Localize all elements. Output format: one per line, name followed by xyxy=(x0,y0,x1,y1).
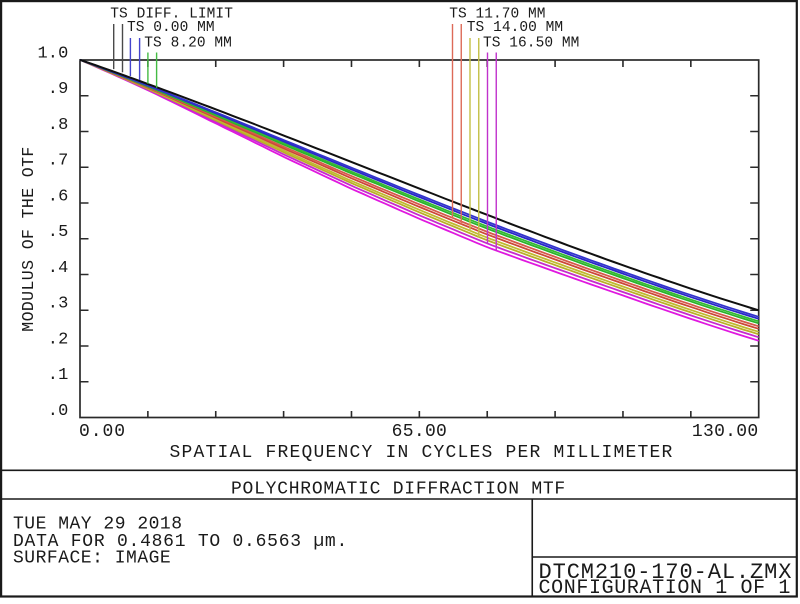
svg-text:130.00: 130.00 xyxy=(692,422,759,442)
svg-text:.3: .3 xyxy=(48,295,69,314)
svg-text:.6: .6 xyxy=(48,187,69,206)
svg-text:.1: .1 xyxy=(48,366,69,385)
svg-text:TS 0.00 MM: TS 0.00 MM xyxy=(127,20,215,36)
svg-text:0.00: 0.00 xyxy=(79,422,126,442)
svg-text:TS 8.20 MM: TS 8.20 MM xyxy=(144,36,232,52)
svg-text:.4: .4 xyxy=(48,259,69,278)
svg-text:MODULUS OF THE OTF: MODULUS OF THE OTF xyxy=(19,146,38,331)
svg-text:.5: .5 xyxy=(48,223,69,242)
svg-text:.9: .9 xyxy=(48,80,69,99)
svg-text:TS DIFF. LIMIT: TS DIFF. LIMIT xyxy=(110,6,233,22)
svg-text:SURFACE: IMAGE: SURFACE: IMAGE xyxy=(13,549,171,569)
svg-text:DTCM210-170-AL.ZMX: DTCM210-170-AL.ZMX xyxy=(539,560,793,585)
svg-text:TS 16.50 MM: TS 16.50 MM xyxy=(483,36,579,52)
svg-text:65.00: 65.00 xyxy=(392,422,448,442)
svg-text:TS 11.70 MM: TS 11.70 MM xyxy=(449,6,545,22)
svg-text:1.0: 1.0 xyxy=(37,44,68,63)
svg-text:CONFIGURATION 1 OF 1: CONFIGURATION 1 OF 1 xyxy=(539,577,791,599)
svg-text:.7: .7 xyxy=(48,152,69,171)
svg-text:TUE MAY 29 2018: TUE MAY 29 2018 xyxy=(13,515,183,535)
svg-text:SPATIAL FREQUENCY IN CYCLES PE: SPATIAL FREQUENCY IN CYCLES PER MILLIMET… xyxy=(169,443,673,463)
svg-text:.8: .8 xyxy=(48,116,69,135)
svg-text:.0: .0 xyxy=(48,402,69,421)
svg-text:TS 14.00 MM: TS 14.00 MM xyxy=(467,20,563,36)
svg-text:POLYCHROMATIC DIFFRACTION MTF: POLYCHROMATIC DIFFRACTION MTF xyxy=(231,480,566,500)
svg-text:.2: .2 xyxy=(48,330,69,349)
svg-text:DATA FOR 0.4861 TO 0.6563 µm.: DATA FOR 0.4861 TO 0.6563 µm. xyxy=(13,532,348,552)
